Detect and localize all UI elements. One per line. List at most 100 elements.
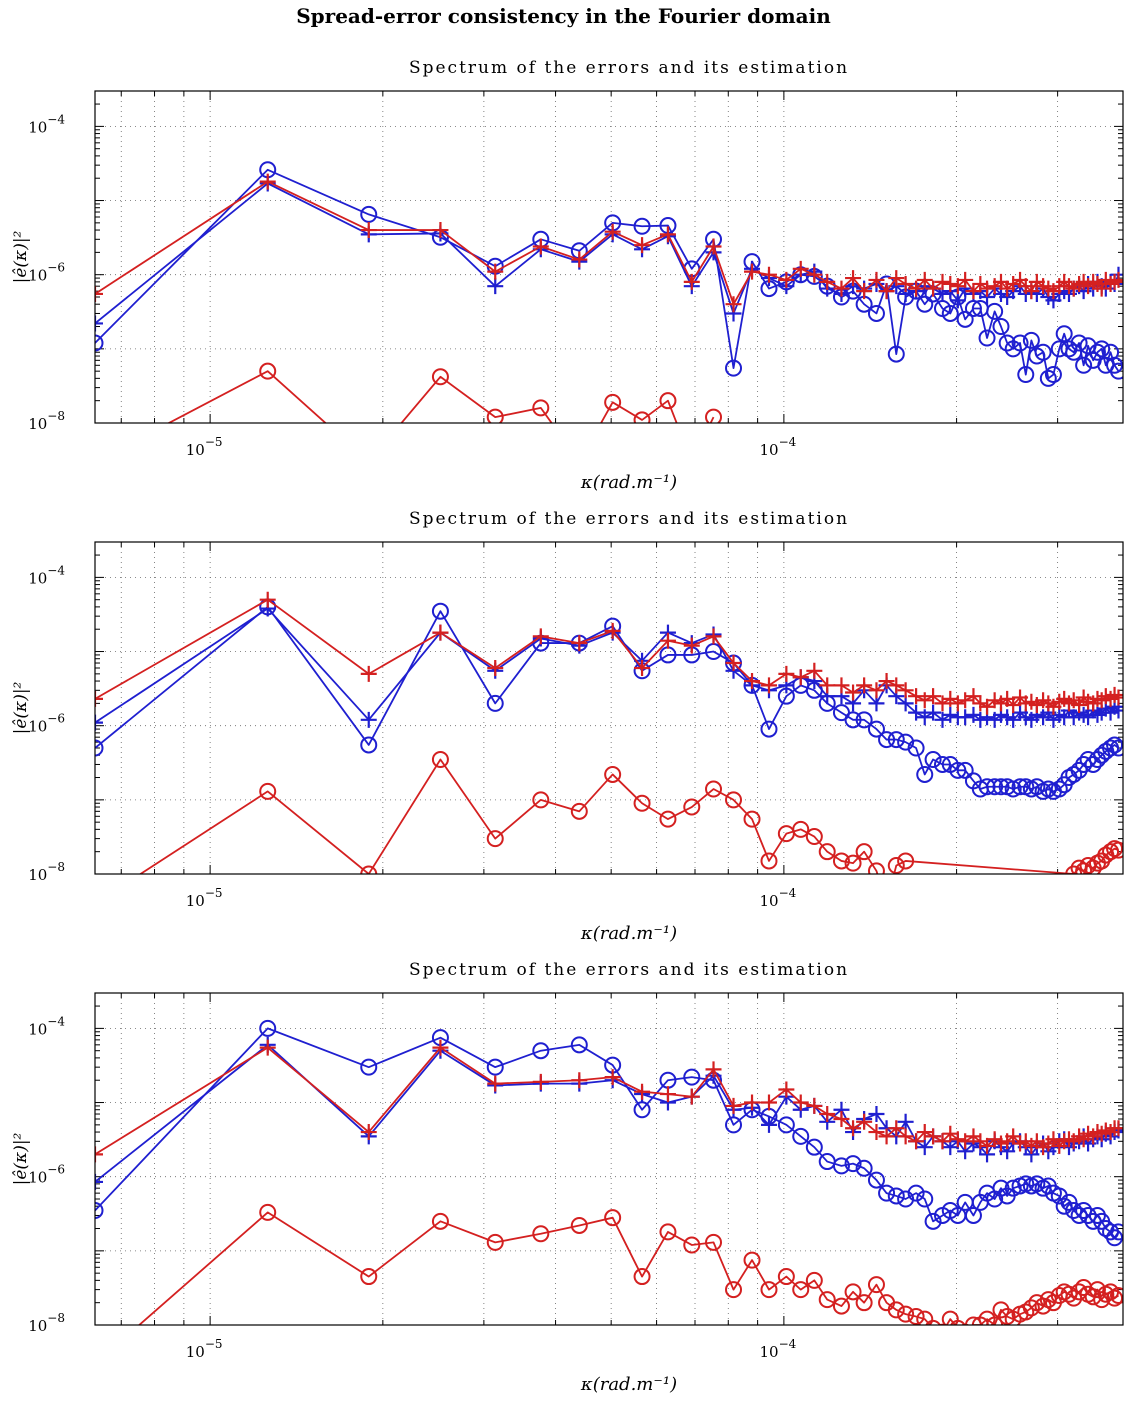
data-point-circle bbox=[360, 1268, 378, 1286]
axes-box bbox=[94, 90, 1124, 424]
data-point-circle bbox=[832, 1157, 850, 1175]
data-point-plus bbox=[1106, 273, 1123, 290]
data-point-plus bbox=[95, 285, 103, 302]
data-point-circle bbox=[867, 720, 885, 738]
y-tick-label: 10−6 bbox=[28, 712, 65, 736]
data-point-plus bbox=[908, 688, 925, 705]
data-point-circle bbox=[867, 1276, 885, 1294]
data-point-circle bbox=[88, 1356, 103, 1371]
data-point-plus bbox=[725, 1097, 742, 1114]
data-point-plus bbox=[806, 1097, 823, 1114]
data-point-plus bbox=[705, 238, 722, 255]
y-tick-label: 10−8 bbox=[28, 860, 65, 884]
data-point-circle bbox=[725, 359, 743, 377]
data-point-circle bbox=[760, 1281, 778, 1299]
data-point-plus bbox=[604, 622, 621, 639]
data-point-circle bbox=[792, 820, 810, 838]
chart-panel-2: Spectrum of the errors and its estimatio… bbox=[11, 509, 1124, 944]
data-point-plus bbox=[965, 688, 982, 705]
data-point-plus bbox=[957, 709, 974, 726]
panel-title: Spectrum of the errors and its estimatio… bbox=[409, 58, 849, 78]
data-point-circle bbox=[95, 334, 104, 352]
data-point-circle bbox=[878, 731, 896, 749]
data-point-circle bbox=[855, 711, 873, 729]
data-point-circle bbox=[633, 794, 651, 812]
data-point-circle bbox=[532, 399, 550, 417]
data-point-circle bbox=[360, 865, 378, 874]
x-tick-label: 10−5 bbox=[186, 435, 223, 459]
data-point-circle bbox=[1060, 340, 1078, 358]
data-point-plus bbox=[878, 1128, 895, 1145]
data-point-circle bbox=[933, 755, 951, 773]
data-point-plus bbox=[744, 673, 761, 690]
data-point-plus bbox=[1110, 689, 1123, 706]
data-point-circle bbox=[1011, 778, 1029, 796]
data-point-plus bbox=[1102, 1124, 1119, 1141]
data-point-circle bbox=[1106, 736, 1123, 754]
data-point-plus bbox=[487, 659, 504, 676]
data-point-plus bbox=[833, 1110, 850, 1127]
data-point-plus bbox=[1005, 275, 1022, 292]
data-point-plus bbox=[868, 1106, 885, 1123]
data-point-plus bbox=[1089, 706, 1106, 723]
data-point-plus bbox=[571, 251, 588, 268]
data-point-plus bbox=[432, 222, 449, 239]
y-tick-label: 10−6 bbox=[28, 261, 65, 285]
y-tick-label: 10−6 bbox=[28, 1163, 65, 1187]
x-tick-label: 10−5 bbox=[186, 886, 223, 910]
data-point-circle bbox=[604, 765, 622, 783]
data-point-plus bbox=[778, 1081, 795, 1098]
data-point-circle bbox=[486, 830, 504, 848]
data-point-plus bbox=[1023, 283, 1040, 300]
data-point-plus bbox=[792, 260, 809, 277]
y-tick-label: 10−8 bbox=[28, 1311, 65, 1335]
data-point-circle bbox=[867, 1171, 885, 1189]
data-point-plus bbox=[908, 704, 925, 721]
data-point-circle bbox=[259, 1203, 277, 1221]
series-line-red-circle bbox=[166, 370, 715, 423]
data-point-circle bbox=[1084, 755, 1102, 773]
data-point-plus bbox=[897, 1128, 914, 1145]
data-point-plus bbox=[819, 677, 836, 694]
data-point-plus bbox=[908, 1133, 925, 1150]
data-point-circle bbox=[818, 1291, 836, 1309]
data-point-plus bbox=[792, 1094, 809, 1111]
x-tick-label: 10−5 bbox=[186, 1337, 223, 1361]
grid-lines bbox=[95, 993, 1123, 1325]
data-point-plus bbox=[571, 1072, 588, 1089]
series-group bbox=[95, 161, 1123, 423]
data-point-plus bbox=[942, 275, 959, 292]
series-line-red-plus bbox=[95, 598, 1119, 708]
data-point-plus bbox=[965, 283, 982, 300]
data-point-circle bbox=[1065, 865, 1083, 874]
data-point-plus bbox=[897, 682, 914, 699]
data-point-plus bbox=[868, 682, 885, 699]
data-point-circle bbox=[978, 329, 996, 347]
data-point-circle bbox=[95, 739, 104, 757]
data-point-circle bbox=[916, 1310, 934, 1325]
data-point-circle bbox=[867, 862, 885, 874]
data-point-circle bbox=[986, 778, 1004, 796]
data-point-circle bbox=[1034, 343, 1052, 361]
data-point-circle bbox=[792, 1127, 810, 1145]
data-point-circle bbox=[1065, 343, 1083, 361]
data-point-plus bbox=[760, 1116, 777, 1133]
data-point-circle bbox=[532, 1042, 550, 1060]
data-point-plus bbox=[979, 1137, 996, 1154]
data-point-plus bbox=[833, 280, 850, 297]
series-line-blue-plus bbox=[95, 1043, 1119, 1183]
data-point-circle bbox=[1060, 1285, 1078, 1303]
data-point-plus bbox=[725, 296, 742, 313]
data-point-circle bbox=[259, 1019, 277, 1037]
data-point-plus bbox=[760, 1094, 777, 1111]
data-point-circle bbox=[897, 1305, 915, 1323]
data-point-plus bbox=[532, 238, 549, 255]
data-point-circle bbox=[1065, 765, 1083, 783]
data-point-circle bbox=[1017, 366, 1035, 384]
series-group bbox=[88, 1019, 1123, 1371]
data-point-plus bbox=[1102, 275, 1119, 292]
data-point-plus bbox=[259, 173, 276, 190]
data-point-plus bbox=[806, 662, 823, 679]
data-point-plus bbox=[778, 665, 795, 682]
data-point-plus bbox=[634, 659, 651, 676]
